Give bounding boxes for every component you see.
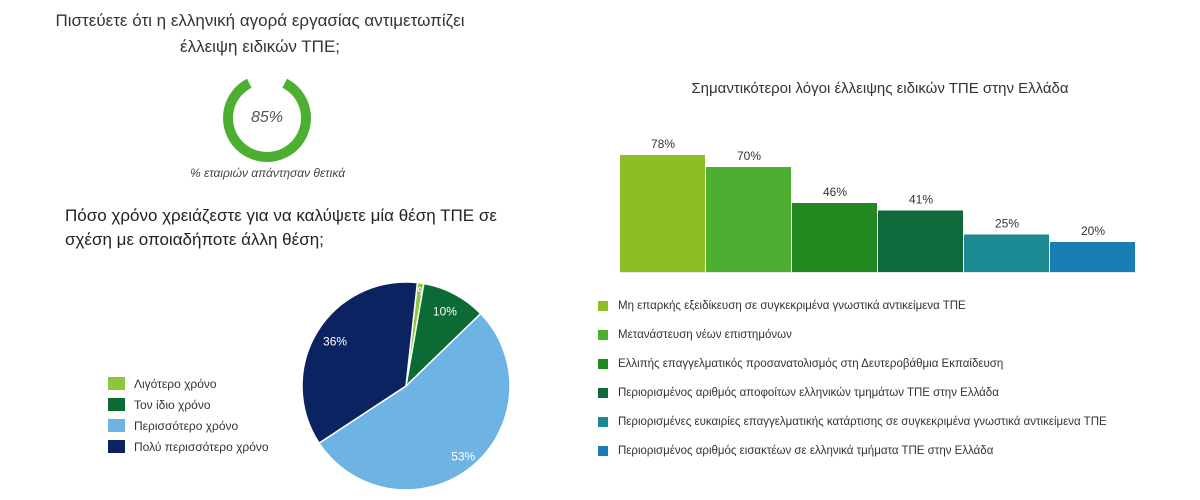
pie-legend-swatch bbox=[108, 440, 125, 453]
pie-legend: Λιγότερο χρόνο Τον ίδιο χρόνο Περισσότερο … bbox=[108, 373, 269, 457]
bar bbox=[964, 234, 1049, 272]
bar bbox=[620, 155, 705, 272]
bar-chart-title: Σημαντικότεροι λόγοι έλλειψης ειδικών ΤΠ… bbox=[691, 80, 1069, 97]
bar-legend-label: Μετανάστευση νέων επιστημόνων bbox=[618, 328, 792, 341]
pie-legend-label: Περισσότερο χρόνο bbox=[134, 418, 239, 433]
bar-legend-swatch bbox=[598, 387, 608, 398]
bar bbox=[1050, 242, 1135, 272]
bar-data-label: 41% bbox=[909, 193, 933, 207]
question-2-line-2: σχέση με οποιαδήποτε άλλη θέση; bbox=[65, 230, 324, 249]
pie-legend-label: Τον ίδιο χρόνο bbox=[134, 397, 211, 412]
pie-legend-item: Περισσότερο χρόνο bbox=[108, 415, 269, 436]
bar-legend-label: Μη επαρκής εξειδίκευση σε συγκεκριμένα γ… bbox=[618, 299, 966, 312]
bar bbox=[706, 167, 791, 272]
pie-legend-item: Τον ίδιο χρόνο bbox=[108, 394, 269, 415]
pie-data-label: 53% bbox=[451, 450, 475, 464]
bar-data-label: 46% bbox=[823, 185, 847, 199]
bar-data-label: 20% bbox=[1081, 224, 1105, 238]
bar-legend-swatch bbox=[598, 329, 608, 340]
pie-data-label: 10% bbox=[433, 305, 457, 319]
question-2-title: Πόσο χρόνο χρειάζεστε για να καλύψετε μί… bbox=[65, 204, 505, 252]
bar-legend-swatch bbox=[598, 416, 608, 427]
shortage-reasons-bar-chart: 78% 70% 46% 41% 25% 20% bbox=[620, 137, 1136, 273]
pie-legend-label: Λιγότερο χρόνο bbox=[134, 376, 217, 391]
question-1-line-1: Πιστεύετε ότι η ελληνική αγορά εργασίας … bbox=[55, 11, 465, 30]
pie-legend-swatch bbox=[108, 398, 125, 411]
positive-response-donut bbox=[223, 74, 311, 162]
bar-legend-swatch bbox=[598, 445, 608, 456]
donut-caption: % εταιριών απάντησαν θετικά bbox=[189, 166, 346, 180]
question-2-line-1: Πόσο χρόνο χρειάζεστε για να καλύψετε μί… bbox=[65, 206, 497, 225]
bar-legend-label: Περιορισμένες ευκαιρίες επαγγελματικής κ… bbox=[618, 415, 1107, 428]
bar-legend-swatch bbox=[598, 358, 608, 369]
question-1-title: Πιστεύετε ότι η ελληνική αγορά εργασίας … bbox=[40, 8, 480, 60]
pie-slice bbox=[301, 281, 419, 445]
question-1-line-2: έλλειψη ειδικών ΤΠΕ; bbox=[179, 37, 341, 56]
bar-legend: Μη επαρκής εξειδίκευση σε συγκεκριμένα γ… bbox=[598, 291, 1107, 465]
bar-legend-swatch bbox=[598, 300, 608, 311]
bar bbox=[792, 203, 877, 272]
bar-legend-label: Περιορισμένος αριθμός αποφοίτων ελληνικώ… bbox=[618, 386, 999, 399]
bar-legend-label: Ελλιπής επαγγελματικός προσανατολισμός σ… bbox=[618, 357, 1004, 370]
pie-legend-label: Πολύ περισσότερο χρόνο bbox=[134, 439, 269, 454]
bar-legend-item: Περιορισμένος αριθμός αποφοίτων ελληνικώ… bbox=[598, 378, 1107, 407]
bar-legend-label: Περιορισμένος αριθμός εισακτέων σε ελλην… bbox=[618, 444, 994, 457]
bar-legend-item: Περιορισμένες ευκαιρίες επαγγελματικής κ… bbox=[598, 407, 1107, 436]
bar-data-label: 25% bbox=[995, 217, 1019, 231]
pie-slice bbox=[318, 312, 511, 491]
bar-legend-item: Ελλιπής επαγγελματικός προσανατολισμός σ… bbox=[598, 349, 1107, 378]
bar-data-label: 70% bbox=[737, 149, 761, 163]
bar-legend-item: Μη επαρκής εξειδίκευση σε συγκεκριμένα γ… bbox=[598, 291, 1107, 320]
bar bbox=[878, 210, 963, 272]
bar-data-label: 78% bbox=[651, 137, 675, 151]
time-to-fill-pie-chart: 1%10%53%36% bbox=[301, 281, 511, 491]
pie-legend-item: Πολύ περισσότερο χρόνο bbox=[108, 436, 269, 457]
bar-legend-item: Μετανάστευση νέων επιστημόνων bbox=[598, 320, 1107, 349]
donut-value-label: 85% bbox=[250, 109, 284, 126]
pie-legend-swatch bbox=[108, 419, 125, 432]
pie-legend-swatch bbox=[108, 377, 125, 390]
bar-legend-item: Περιορισμένος αριθμός εισακτέων σε ελλην… bbox=[598, 436, 1107, 465]
pie-data-label: 36% bbox=[323, 335, 347, 349]
donut-filled-arc bbox=[223, 78, 311, 162]
pie-legend-item: Λιγότερο χρόνο bbox=[108, 373, 269, 394]
